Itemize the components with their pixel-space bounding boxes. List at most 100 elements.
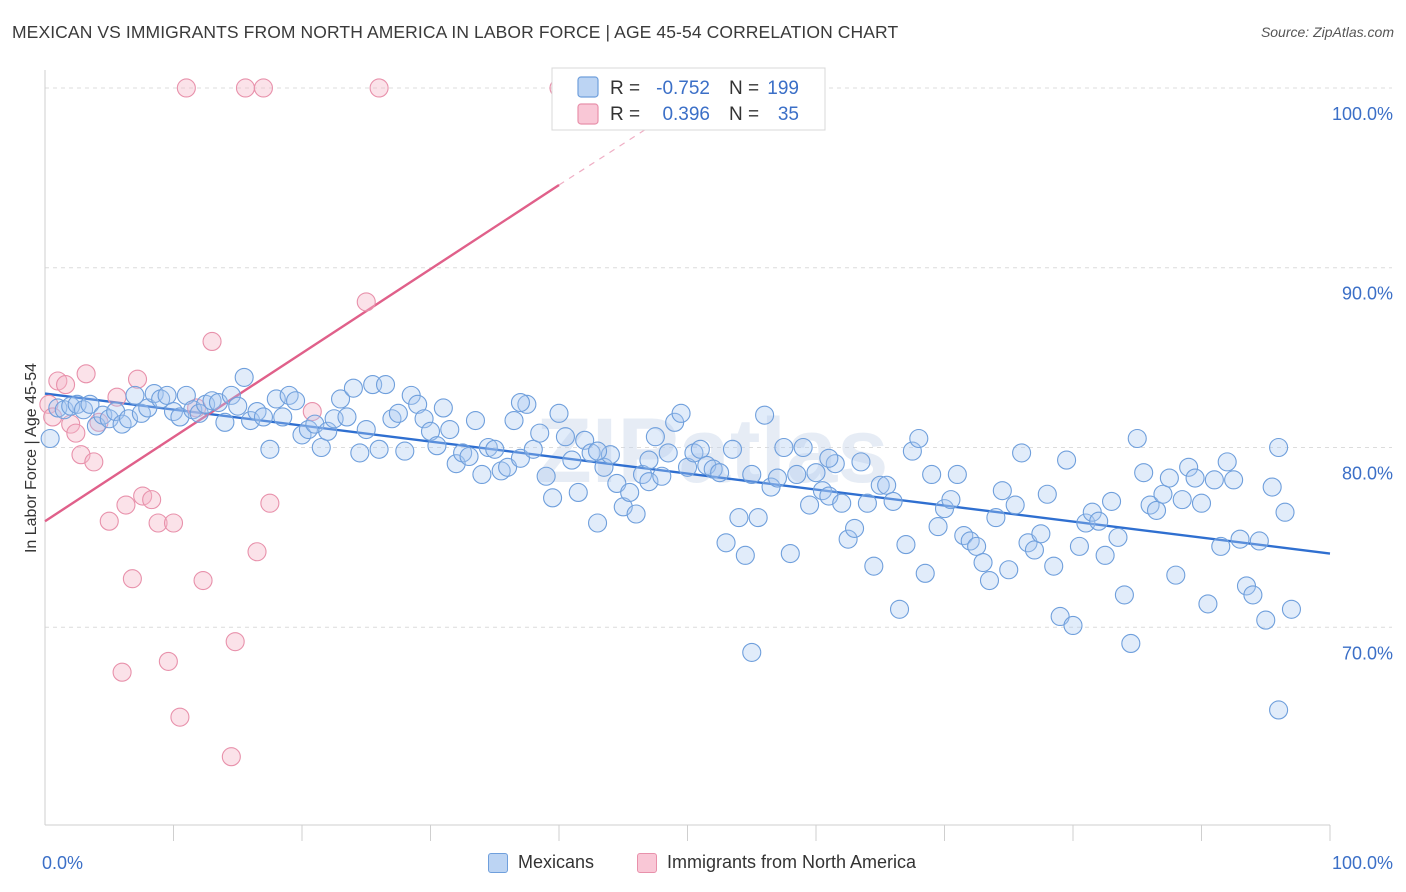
axes (44, 70, 1331, 841)
point-mexicans-199 (639, 450, 659, 470)
point-immigrants-24 (193, 570, 213, 591)
point-mexicans-188 (1249, 531, 1269, 551)
point-mexicans-127 (857, 493, 877, 513)
point-mexicans-118 (800, 495, 820, 515)
point-immigrants-32 (302, 401, 322, 422)
point-immigrants-30 (253, 78, 274, 98)
point-mexicans-100 (684, 443, 704, 463)
point-mexicans-116 (787, 464, 807, 485)
point-mexicans-194 (1269, 700, 1289, 720)
point-mexicans-95 (652, 466, 672, 486)
point-mexicans-130 (877, 475, 897, 495)
point-mexicans-103 (703, 459, 723, 479)
point-mexicans-198 (587, 441, 608, 461)
point-mexicans-62 (440, 419, 460, 440)
point-immigrants-19 (158, 651, 178, 671)
point-mexicans-11 (112, 414, 132, 434)
y-tick-label-2: 80.0% (1342, 464, 1393, 484)
point-mexicans-39 (292, 425, 312, 445)
point-mexicans-171 (1140, 495, 1160, 515)
point-mexicans-141 (947, 464, 967, 485)
point-mexicans-81 (562, 450, 582, 470)
point-mexicans-18 (157, 385, 177, 405)
point-mexicans-160 (1069, 536, 1089, 556)
point-mexicans-87 (600, 445, 620, 465)
point-mexicans-36 (273, 407, 293, 427)
point-immigrants-31 (260, 493, 280, 513)
point-mexicans-82 (568, 482, 588, 502)
point-mexicans-32 (247, 401, 267, 422)
point-immigrants-29 (247, 542, 267, 562)
point-mexicans-94 (645, 427, 665, 447)
point-immigrants-13 (116, 495, 136, 515)
point-mexicans-92 (632, 464, 653, 485)
point-immigrants-28 (235, 78, 256, 98)
point-mexicans-111 (755, 405, 775, 425)
point-mexicans-9 (99, 409, 119, 429)
point-mexicans-174 (1159, 468, 1179, 488)
legend-swatch-immigrants-bottom (637, 852, 657, 873)
point-mexicans-30 (234, 367, 254, 387)
point-mexicans-122 (825, 454, 845, 474)
x-tick-labels: 0.0% 100.0% (42, 853, 1393, 873)
point-mexicans-55 (395, 441, 415, 461)
trendline-immigrants-extension (558, 101, 688, 186)
point-mexicans-149 (999, 560, 1019, 580)
point-mexicans-180 (1198, 594, 1218, 614)
point-mexicans-49 (356, 419, 376, 440)
point-immigrants-10 (99, 511, 119, 531)
point-mexicans-33 (253, 407, 274, 427)
point-mexicans-154 (1031, 524, 1051, 544)
point-mexicans-59 (420, 421, 441, 441)
point-mexicans-29 (228, 396, 248, 416)
point-mexicans-192 (1275, 502, 1295, 522)
point-mexicans-156 (1044, 556, 1064, 576)
point-mexicans-124 (838, 529, 858, 549)
point-mexicans-110 (748, 508, 768, 528)
point-mexicans-60 (427, 436, 447, 456)
point-mexicans-189 (1256, 610, 1276, 630)
point-mexicans-184 (1224, 470, 1244, 490)
point-mexicans-191 (1269, 437, 1289, 458)
point-mexicans-78 (543, 488, 563, 508)
point-mexicans-119 (806, 463, 826, 483)
point-mexicans-169 (1127, 428, 1147, 449)
point-mexicans-104 (710, 463, 730, 483)
point-mexicans-177 (1179, 457, 1199, 477)
point-mexicans-57 (408, 394, 428, 414)
point-immigrants-27 (225, 632, 245, 652)
legend-r-label-2: R = (610, 104, 640, 125)
point-mexicans-145 (973, 552, 993, 573)
point-mexicans-12 (118, 409, 139, 429)
point-mexicans-146 (979, 570, 1000, 591)
legend-n-label-2: N = (729, 104, 759, 125)
y-axis-title: In Labor Force | Age 45-54 (23, 363, 40, 553)
point-mexicans-86 (594, 457, 614, 477)
point-mexicans-182 (1211, 536, 1231, 556)
point-immigrants-20 (163, 513, 184, 533)
point-mexicans-28 (221, 385, 241, 405)
point-mexicans-136 (915, 563, 935, 583)
point-mexicans-27 (215, 412, 235, 432)
point-mexicans-106 (722, 439, 743, 459)
point-mexicans-67 (472, 464, 492, 485)
point-mexicans-120 (812, 481, 832, 501)
trendline-immigrants (44, 184, 560, 523)
point-mexicans-5 (74, 400, 94, 420)
stats-legend: R = -0.752 N = 199 R = 0.396 N = 35 (551, 67, 826, 131)
point-mexicans-143 (960, 531, 980, 551)
point-immigrants-34 (369, 78, 389, 98)
point-immigrants-18 (148, 513, 168, 533)
point-mexicans-117 (793, 437, 813, 458)
point-mexicans-84 (581, 443, 601, 463)
point-mexicans-69 (485, 439, 505, 459)
point-mexicans-35 (266, 389, 286, 409)
legend-n-label-1: N = (729, 78, 759, 99)
point-mexicans-193 (1281, 599, 1301, 619)
point-mexicans-54 (388, 403, 408, 423)
point-mexicans-105 (716, 533, 736, 553)
point-mexicans-70 (491, 461, 511, 481)
point-mexicans-133 (896, 535, 916, 555)
y-tick-label-1: 90.0% (1342, 284, 1393, 304)
